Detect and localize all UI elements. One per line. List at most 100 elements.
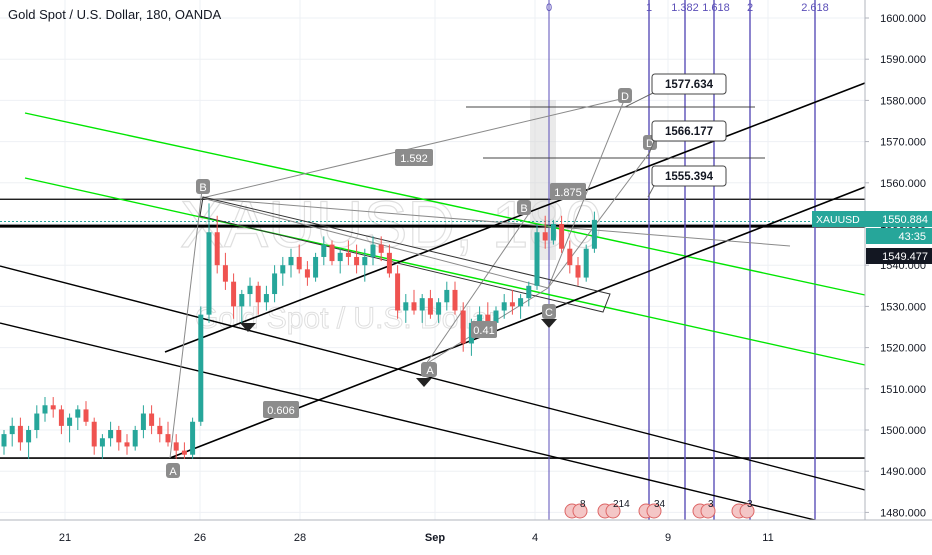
event-flag-icon-b-2 [646, 503, 662, 519]
candle-body-36 [296, 256, 302, 270]
candle-body-3 [26, 430, 32, 443]
candle-body-28 [231, 281, 237, 307]
fib-time-label-2: 1.382 [671, 2, 699, 14]
candle-body-66 [542, 232, 548, 241]
callout-pointer-1 [647, 138, 656, 157]
pattern-point-a-0: A [166, 463, 180, 478]
candle-body-47 [386, 252, 392, 274]
time-tick-label-6: 11 [762, 532, 773, 544]
fib-ratio-label-1: 1.875 [550, 183, 586, 200]
price-tick-label-4: 1560.000 [880, 178, 926, 190]
candle-body-2 [17, 425, 23, 443]
xabcd-c-d-leg [547, 151, 651, 289]
candle-body-68 [559, 224, 565, 249]
candle-body-32 [263, 294, 269, 303]
pattern-point-text-1: B [199, 182, 206, 194]
fib-ratio-label-0: 1.592 [395, 149, 433, 166]
pattern-point-text-0: A [169, 466, 177, 478]
candle-body-16 [132, 430, 138, 447]
green-channel-lower [24, 177, 866, 366]
pattern-point-bg-1 [196, 179, 210, 194]
candle-body-26 [214, 232, 220, 266]
pattern-point-text-3: D [621, 91, 629, 103]
candle-body-55 [452, 289, 458, 311]
line-price-value: 1549.477 [882, 251, 928, 263]
fib-ratio-label-2: 0.606 [263, 401, 299, 418]
pattern-point-bg-5 [517, 200, 531, 215]
candle-body-10 [83, 409, 89, 422]
candle-body-6 [50, 405, 56, 410]
candle-body-8 [67, 417, 73, 426]
price-tick-label-12: 1480.000 [880, 507, 926, 519]
price-callout-box-2 [651, 165, 727, 187]
time-tick-label-3: Sep [425, 532, 445, 544]
event-flag-icon-b-3 [700, 503, 716, 519]
price-axis-bg [865, 0, 932, 550]
candle-body-48 [395, 273, 401, 311]
price-tick-label-11: 1490.000 [880, 466, 926, 478]
pattern-point-text-7: A [426, 365, 434, 377]
candle-body-60 [493, 310, 499, 323]
candle-body-7 [58, 409, 64, 426]
candle-body-43 [354, 256, 360, 266]
candle-body-4 [34, 413, 40, 430]
price-tick-label-10: 1500.000 [880, 425, 926, 437]
candle-body-61 [501, 302, 507, 311]
candle-body-49 [403, 302, 409, 311]
fib-time-label-1: 1 [646, 2, 652, 14]
fib-ratio-label-2-bg [263, 401, 299, 418]
fib-time-label-0: 0 [546, 2, 552, 14]
event-badge-2: 34 [638, 499, 666, 519]
time-tick-label-4: 4 [532, 532, 538, 544]
time-tick-label-5: 9 [665, 532, 671, 544]
event-flag-icon-b-4 [739, 503, 755, 519]
price-tick-label-7: 1530.000 [880, 301, 926, 313]
candle-body-69 [567, 248, 573, 266]
fib-ratio-label-0-bg [395, 149, 433, 166]
candle-body-15 [124, 442, 130, 447]
pivot-arrow-0 [240, 323, 256, 332]
candle-body-67 [550, 224, 556, 241]
time-axis-bg [0, 520, 865, 550]
fib-ratio-label-1-bg [550, 183, 586, 200]
event-flag-icon-b-0 [572, 503, 588, 519]
candle-body-54 [444, 289, 450, 303]
line-price-tag-bg [866, 248, 932, 264]
price-tick-label-0: 1600.000 [880, 13, 926, 25]
candle-body-58 [477, 314, 483, 323]
xabcd-a-b-leg [425, 211, 531, 365]
pattern-point-c-2: C [542, 304, 556, 319]
xabcd-c-d-ext-leg [547, 97, 626, 289]
candle-body-45 [370, 244, 376, 257]
fib-time-label-3: 1.618 [702, 2, 730, 14]
price-callout-text-1: 1566.177 [665, 126, 713, 138]
xabcd-b-c-leg [201, 197, 549, 289]
candle-body-35 [288, 256, 294, 266]
candle-body-9 [75, 409, 81, 418]
chart-title: Gold Spot / U.S. Dollar, 180, OANDA [8, 7, 222, 22]
rotated-rectangle [199, 196, 611, 313]
price-tick-label-1: 1590.000 [880, 54, 926, 66]
candle-body-53 [436, 302, 442, 315]
price-tick-label-2: 1580.000 [880, 95, 926, 107]
price-callout-2: 1555.394 [651, 165, 727, 187]
pivot-arrow-2 [541, 319, 557, 328]
candle-body-41 [337, 252, 343, 262]
candle-body-40 [329, 244, 335, 262]
candle-body-71 [583, 248, 589, 278]
candle-body-29 [239, 294, 245, 307]
candle-body-20 [165, 434, 171, 443]
candle-body-70 [575, 265, 581, 278]
candle-body-62 [509, 302, 515, 307]
fib-ratio-label-0-text: 1.592 [400, 153, 428, 165]
candle-body-42 [345, 252, 351, 257]
candle-body-18 [149, 413, 155, 426]
green-channel-upper [24, 112, 866, 296]
pattern-point-a-7: A [423, 362, 437, 377]
pattern-point-bg-7 [423, 362, 437, 377]
candle-body-13 [108, 430, 114, 439]
pattern-point-bg-3 [618, 88, 632, 103]
event-badge-count-4: 3 [747, 499, 753, 510]
